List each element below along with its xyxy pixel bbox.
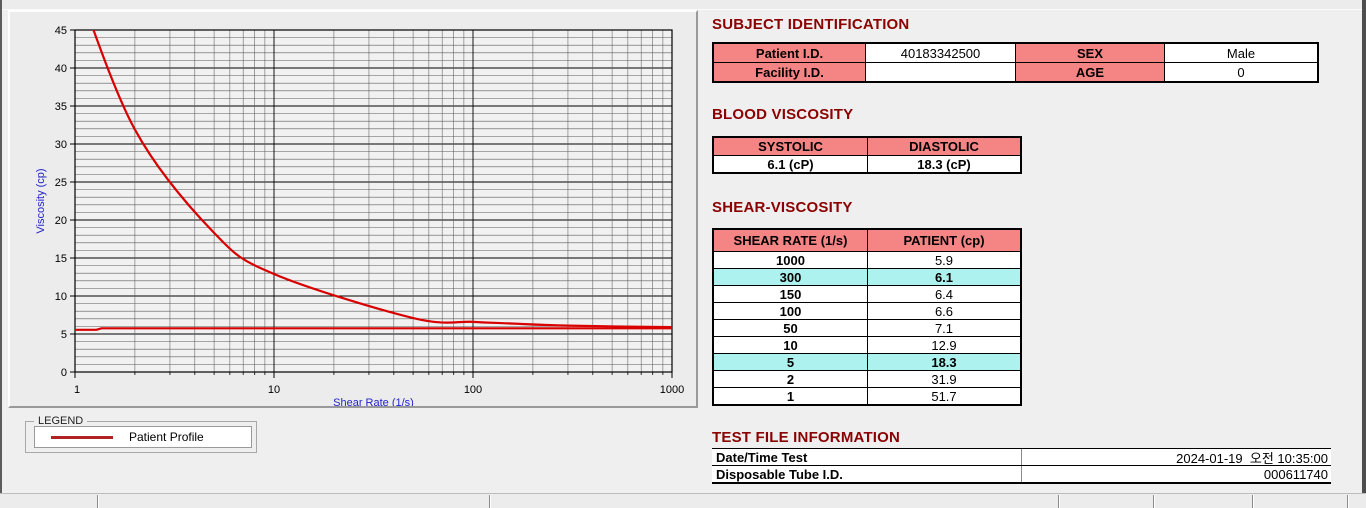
patient-profile-line-swatch: [51, 435, 113, 439]
table-row: Patient I.D. 40183342500 SEX Male: [714, 44, 1317, 62]
diastolic-value: 18.3 (cP): [867, 156, 1020, 172]
facility-id-value: [865, 63, 1015, 81]
svg-text:10: 10: [55, 291, 67, 303]
systolic-label: SYSTOLIC: [714, 138, 867, 155]
shear-viscosity-row: 50 7.1: [714, 319, 1020, 336]
svg-text:35: 35: [55, 101, 67, 113]
patient-id-label: Patient I.D.: [714, 44, 865, 62]
table-row: Disposable Tube I.D. 000611740: [712, 465, 1331, 482]
svg-text:20: 20: [55, 215, 67, 227]
date-time-test-value: 2024-01-19 오전 10:35:00: [1021, 449, 1331, 465]
shear-viscosity-row: 1000 5.9: [714, 251, 1020, 268]
shear-rate-cell: 1: [786, 388, 795, 404]
patient-profile-curve: [92, 30, 672, 329]
legend-entry-label: Patient Profile: [129, 430, 204, 444]
svg-text:1000: 1000: [660, 384, 684, 396]
sex-value: Male: [1164, 44, 1317, 62]
date-time-test-label: Date/Time Test: [716, 449, 808, 465]
viscosity-chart-panel: 0 5 10 15 20 25 30 35 40 45 1 10 100 1000 Shear Rate (…: [8, 10, 698, 408]
shear-rate-cell: 1000: [776, 252, 805, 268]
svg-text:45: 45: [55, 25, 67, 37]
top-toolbar-strip: [2, 0, 1362, 10]
table-row: SYSTOLIC DIASTOLIC: [714, 138, 1020, 155]
patient-viscosity-cell: 31.9: [867, 371, 1020, 387]
test-file-information-title: TEST FILE INFORMATION: [712, 429, 901, 446]
table-header-row: SHEAR RATE (1/s) PATIENT (cp): [714, 230, 1020, 251]
status-bar-divider: [1153, 495, 1155, 508]
table-row: Date/Time Test 2024-01-19 오전 10:35:00: [712, 449, 1331, 465]
legend-title: LEGEND: [34, 415, 88, 427]
sex-label: SEX: [1015, 44, 1164, 62]
y-axis-label: Viscosity (cp): [35, 168, 47, 233]
patient-viscosity-cell: 12.9: [867, 337, 1020, 353]
diastolic-label: DIASTOLIC: [867, 138, 1020, 155]
shear-viscosity-chart: 0 5 10 15 20 25 30 35 40 45 1 10 100 1000 Shear Rate (…: [35, 25, 684, 406]
shear-rate-cell: 2: [786, 371, 795, 387]
shear-viscosity-table: SHEAR RATE (1/s) PATIENT (cp) 1000 5.9 300…: [712, 228, 1022, 406]
svg-text:5: 5: [61, 329, 67, 341]
shear-viscosity-row: 1 51.7: [714, 387, 1020, 404]
subject-identification-table: Patient I.D. 40183342500 SEX Male Facili…: [712, 42, 1319, 83]
window-left-edge: [0, 0, 2, 508]
shear-viscosity-row: 300 6.1: [714, 268, 1020, 285]
svg-text:0: 0: [61, 367, 67, 379]
systolic-value: 6.1 (cP): [767, 156, 814, 172]
svg-text:25: 25: [55, 177, 67, 189]
patient-viscosity-cell: 7.1: [867, 320, 1020, 336]
patient-viscosity-cell: 18.3: [867, 354, 1020, 370]
shear-rate-cell: 5: [714, 354, 867, 370]
patient-viscosity-cell: 6.6: [867, 303, 1020, 319]
shear-rate-column-header: SHEAR RATE (1/s): [714, 230, 867, 251]
svg-text:30: 30: [55, 139, 67, 151]
legend-entry: Patient Profile: [34, 426, 252, 448]
status-bar-divider: [97, 495, 99, 508]
shear-viscosity-row: 5 18.3: [714, 353, 1020, 370]
shear-viscosity-row: 100 6.6: [714, 302, 1020, 319]
patient-viscosity-cell: 6.1: [867, 269, 1020, 285]
blood-viscosity-title: BLOOD VISCOSITY: [712, 106, 854, 123]
shear-rate-cell: 50: [783, 320, 798, 336]
shear-rate-cell: 10: [783, 337, 798, 353]
shear-viscosity-row: 2 31.9: [714, 370, 1020, 387]
svg-text:10: 10: [268, 384, 280, 396]
x-axis-label: Shear Rate (1/s): [333, 397, 414, 406]
shear-viscosity-row: 10 12.9: [714, 336, 1020, 353]
status-bar-divider: [1058, 495, 1060, 508]
blood-viscosity-table: SYSTOLIC DIASTOLIC 6.1 (cP) 18.3 (cP): [712, 136, 1022, 174]
disposable-tube-id-label: Disposable Tube I.D.: [716, 466, 843, 482]
disposable-tube-id-value: 000611740: [1021, 466, 1331, 482]
status-bar-divider: [489, 495, 491, 508]
patient-viscosity-cell: 6.4: [867, 286, 1020, 302]
facility-id-label: Facility I.D.: [714, 63, 865, 81]
test-file-information-table: Date/Time Test 2024-01-19 오전 10:35:00 Di…: [712, 448, 1331, 484]
subject-identification-title: SUBJECT IDENTIFICATION: [712, 16, 910, 33]
shear-rate-cell: 300: [714, 269, 867, 285]
svg-text:1: 1: [74, 384, 80, 396]
baseline-curve: [75, 327, 672, 331]
age-label: AGE: [1015, 63, 1164, 81]
status-bar-divider: [1347, 495, 1349, 508]
shear-viscosity-row: 150 6.4: [714, 285, 1020, 302]
shear-viscosity-title: SHEAR-VISCOSITY: [712, 199, 853, 216]
age-value: 0: [1164, 63, 1317, 81]
patient-column-header: PATIENT (cp): [867, 230, 1020, 251]
legend-groupbox: LEGEND Patient Profile: [25, 415, 257, 453]
table-row: Facility I.D. AGE 0: [714, 62, 1317, 81]
status-bar-divider: [1252, 495, 1254, 508]
patient-id-value: 40183342500: [865, 44, 1015, 62]
table-row: 6.1 (cP) 18.3 (cP): [714, 155, 1020, 172]
shear-rate-cell: 100: [779, 303, 802, 319]
patient-viscosity-cell: 51.7: [867, 388, 1020, 404]
window-right-edge: [1362, 0, 1366, 508]
svg-text:15: 15: [55, 253, 67, 265]
shear-rate-cell: 150: [779, 286, 802, 302]
patient-viscosity-cell: 5.9: [867, 252, 1020, 268]
svg-text:100: 100: [464, 384, 482, 396]
status-bar: [0, 493, 1366, 508]
svg-text:40: 40: [55, 63, 67, 75]
